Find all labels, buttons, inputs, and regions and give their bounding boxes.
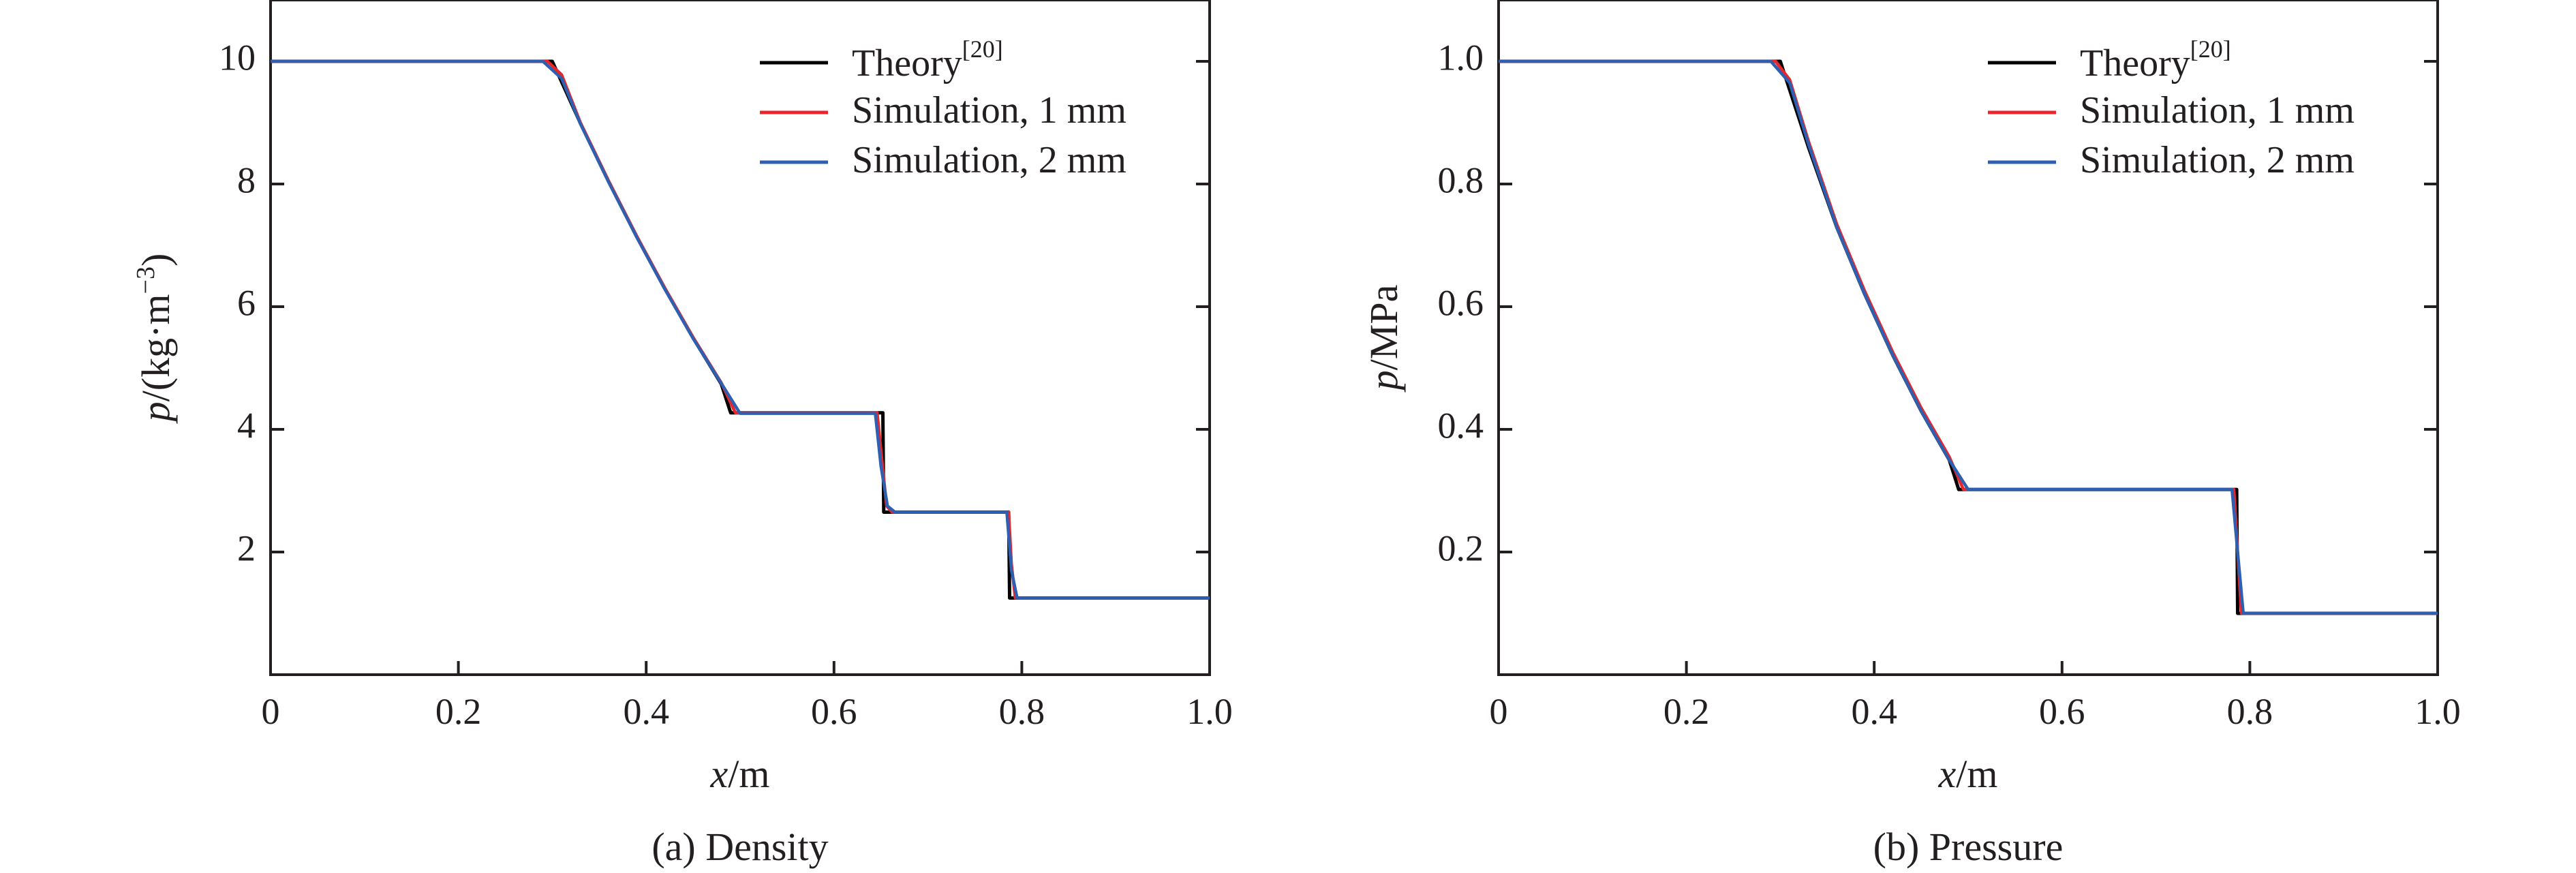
pressure-chart: 0 0.2 0.4 0.6 0.8 1.0 0.2 0.4 0.6 0.8 1.0 Theory[2… xyxy=(1362,0,2461,869)
pressure-y-tick-label: 0.8 xyxy=(1438,159,1484,200)
pressure-x-axis-label: x/m xyxy=(1938,752,1998,796)
legend-label-sim-1mm: Simulation, 1 mm xyxy=(852,89,1126,132)
density-series xyxy=(271,59,1210,600)
pressure-y-tick-label: 1.0 xyxy=(1438,37,1484,78)
legend-label-sim-2mm: Simulation, 2 mm xyxy=(2080,139,2355,181)
density-y-tick-label: 4 xyxy=(237,405,256,446)
pressure-caption: (b) Pressure xyxy=(1873,825,2064,869)
density-x-tick-label: 0.6 xyxy=(811,691,857,732)
density-caption: (a) Density xyxy=(651,825,828,869)
pressure-series xyxy=(1499,59,2438,615)
pressure-y-axis-label: p/MPa xyxy=(1362,285,1406,393)
legend-label-theory: Theory[20] xyxy=(2080,35,2231,85)
density-y-tick-label: 2 xyxy=(237,527,256,568)
pressure-x-tick-label: 0.8 xyxy=(2227,691,2273,732)
density-x-tick-label: 0.4 xyxy=(623,691,669,732)
pressure-y-tick-label: 0.4 xyxy=(1438,405,1484,446)
pressure-x-tick-label: 0.4 xyxy=(1851,691,1897,732)
pressure-y-tick-label: 0.2 xyxy=(1438,527,1484,568)
pressure-x-tick-label: 0.6 xyxy=(2039,691,2085,732)
pressure-x-tick-label: 0.2 xyxy=(1663,691,1710,732)
density-x-axis-label: x/m xyxy=(710,752,770,796)
pressure-ticks: 0 0.2 0.4 0.6 0.8 1.0 0.2 0.4 0.6 0.8 1.0 xyxy=(1438,37,2461,732)
density-y-tick-label: 10 xyxy=(219,37,256,78)
density-plot-frame xyxy=(269,0,1211,676)
legend-label-sim-2mm: Simulation, 2 mm xyxy=(852,139,1126,181)
density-chart: 0 0.2 0.4 0.6 0.8 1.0 2 4 6 8 10 Theory[20] Simula… xyxy=(132,0,1233,869)
density-y-axis-label: p/(kg·m−3) xyxy=(132,254,178,425)
pressure-plot-frame xyxy=(1497,0,2439,676)
pressure-x-tick-label: 1.0 xyxy=(2414,691,2461,732)
pressure-y-tick-label: 0.6 xyxy=(1438,282,1484,323)
pressure-legend: Theory[20] Simulation, 1 mm Simulation, … xyxy=(1988,35,2355,181)
density-x-tick-label: 0 xyxy=(262,691,280,732)
density-legend: Theory[20] Simulation, 1 mm Simulation, … xyxy=(760,35,1126,181)
legend-label-sim-1mm: Simulation, 1 mm xyxy=(2080,89,2355,132)
density-series-simulation-2-mm xyxy=(271,59,1210,600)
density-y-tick-label: 8 xyxy=(237,159,256,200)
density-y-tick-label: 6 xyxy=(237,282,256,323)
pressure-x-tick-label: 0 xyxy=(1490,691,1508,732)
density-x-tick-label: 0.2 xyxy=(435,691,482,732)
density-ticks: 0 0.2 0.4 0.6 0.8 1.0 2 4 6 8 10 xyxy=(219,37,1233,732)
pressure-series-simulation-2-mm xyxy=(1499,59,2438,615)
density-x-tick-label: 1.0 xyxy=(1186,691,1233,732)
density-x-tick-label: 0.8 xyxy=(999,691,1045,732)
legend-label-theory: Theory[20] xyxy=(852,35,1003,85)
